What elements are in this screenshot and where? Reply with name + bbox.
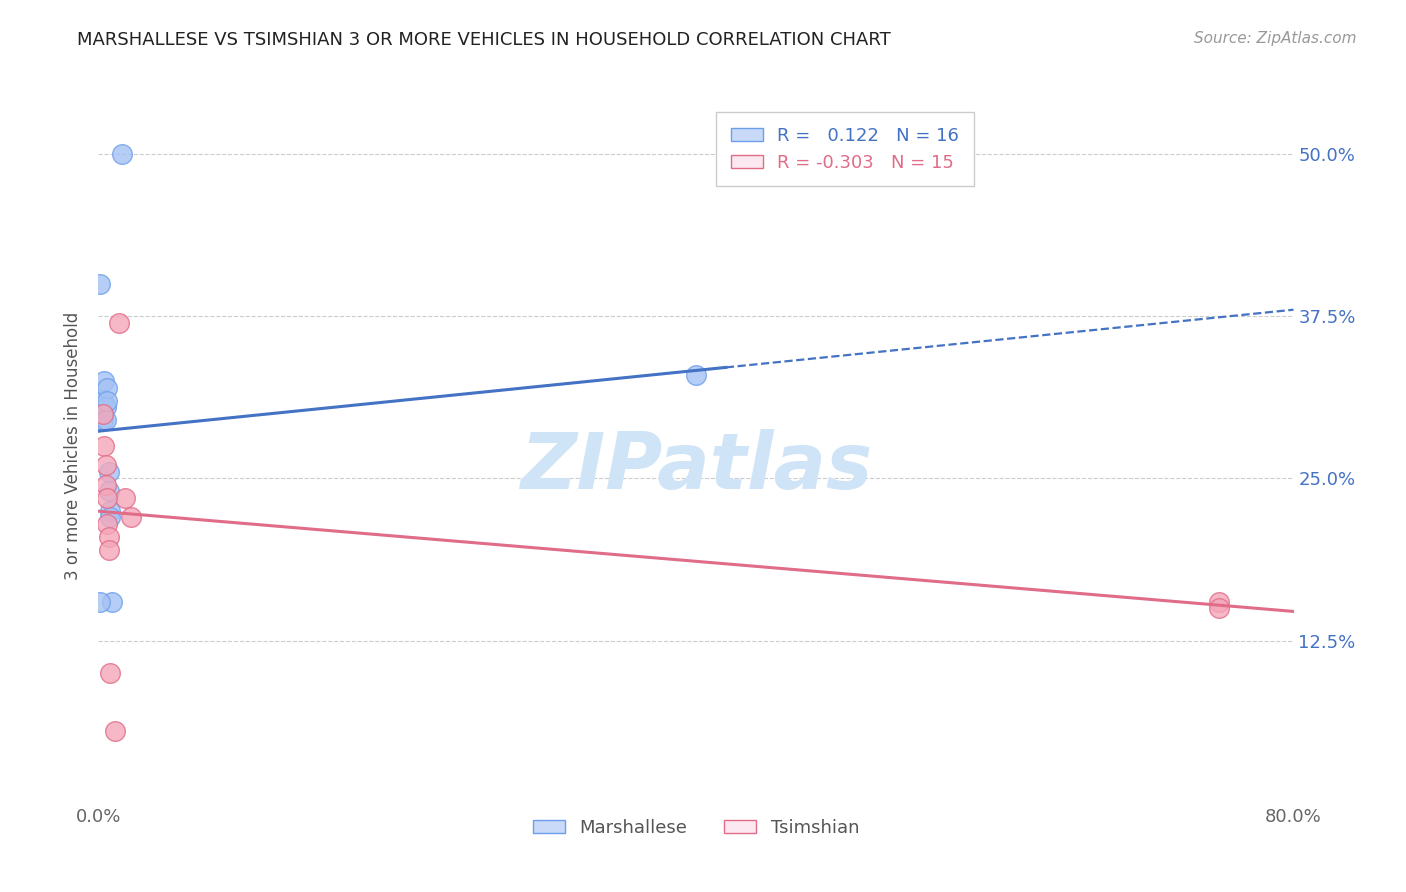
Point (93, 374, 115, 388)
Point (89, 277, 111, 291)
Point (108, 316, 131, 330)
Point (1208, 601, 1230, 615)
Y-axis label: 3 or more Vehicles in Household: 3 or more Vehicles in Household (65, 312, 83, 580)
Point (96, 516, 118, 531)
Point (120, 510, 142, 524)
Point (1208, 595, 1230, 609)
Point (91, 393, 114, 408)
Point (111, 147, 134, 161)
Text: ZIPatlas: ZIPatlas (520, 429, 872, 506)
Point (98, 510, 122, 524)
Point (93, 439, 115, 453)
Point (97, 542, 120, 557)
Point (104, 724, 127, 739)
Point (98, 666, 122, 681)
Point (96, 491, 118, 505)
Point (96, 393, 118, 408)
Point (97, 530, 120, 544)
Point (97, 484, 120, 499)
Point (94, 458, 117, 473)
Point (94, 478, 117, 492)
Point (94, 413, 117, 427)
Point (91, 407, 114, 421)
Legend: Marshallese, Tsimshian: Marshallese, Tsimshian (526, 812, 866, 844)
Point (101, 595, 124, 609)
Point (98, 504, 122, 518)
Point (96, 381, 118, 395)
Point (114, 491, 136, 505)
Point (91, 413, 114, 427)
Point (94, 400, 117, 414)
Point (685, 368, 707, 382)
Text: MARSHALLESE VS TSIMSHIAN 3 OR MORE VEHICLES IN HOUSEHOLD CORRELATION CHART: MARSHALLESE VS TSIMSHIAN 3 OR MORE VEHIC… (77, 31, 891, 49)
Text: Source: ZipAtlas.com: Source: ZipAtlas.com (1194, 31, 1357, 46)
Point (89, 595, 111, 609)
Point (97, 465, 120, 479)
